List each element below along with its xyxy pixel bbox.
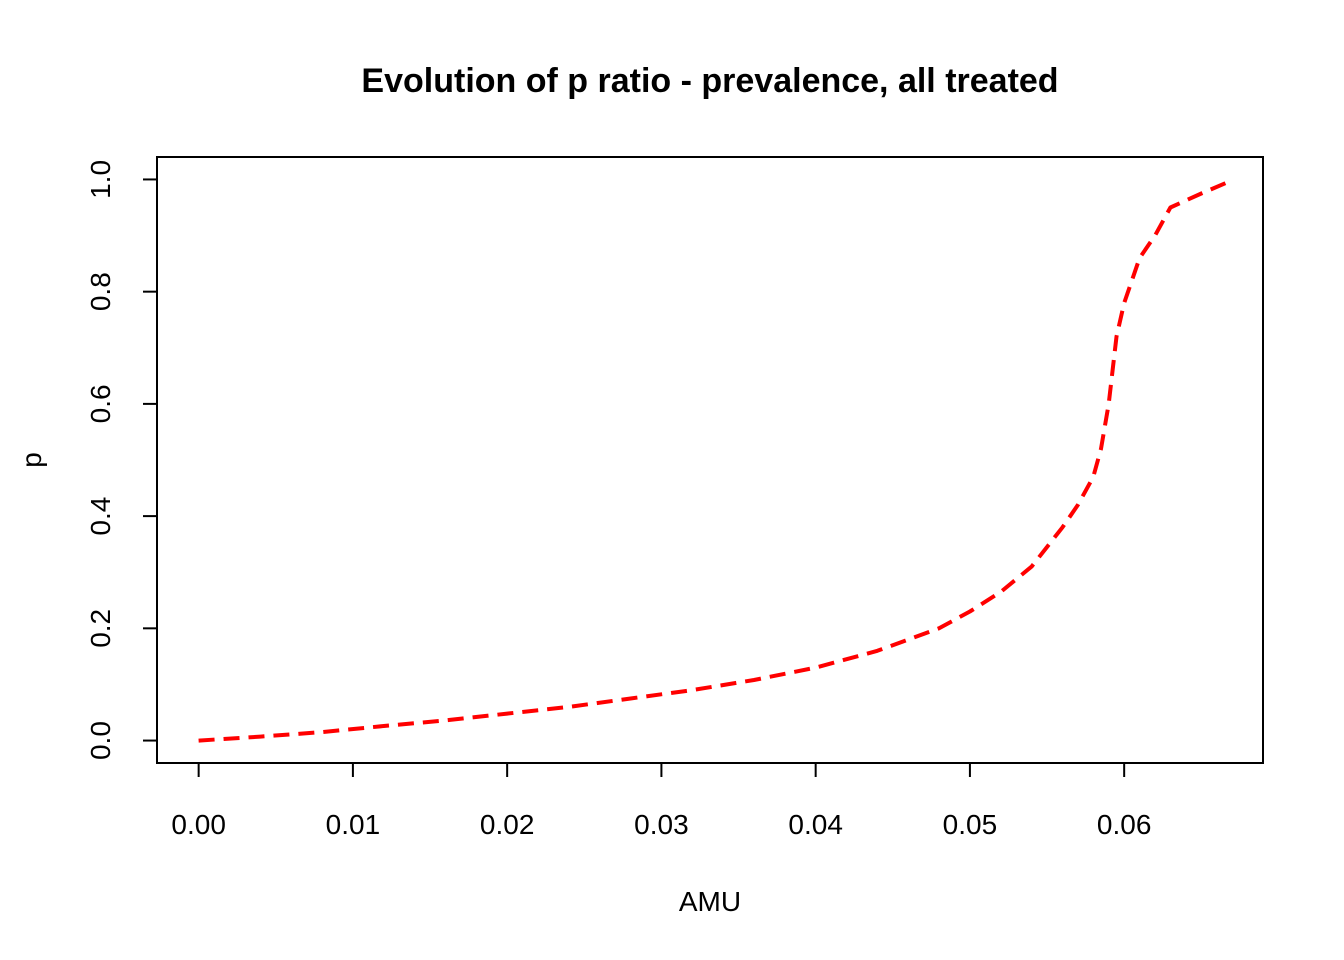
x-tick-label: 0.06 (1097, 809, 1152, 840)
x-tick-label: 0.05 (943, 809, 998, 840)
x-tick-label: 0.01 (326, 809, 381, 840)
x-tick-label: 0.02 (480, 809, 535, 840)
chart-title: Evolution of p ratio - prevalence, all t… (361, 62, 1058, 100)
x-tick-label: 0.04 (788, 809, 843, 840)
y-axis: 0.0 0.2 0.4 0.6 0.8 1.0 (85, 160, 157, 760)
series-layer (199, 182, 1228, 740)
y-tick-label: 0.0 (85, 721, 116, 760)
y-tick-label: 0.8 (85, 272, 116, 311)
y-tick-label: 0.2 (85, 609, 116, 648)
y-axis-label: p (16, 452, 47, 468)
y-tick-label: 0.6 (85, 384, 116, 423)
y-tick-label: 1.0 (85, 160, 116, 199)
x-tick-label: 0.00 (171, 809, 226, 840)
x-tick-label: 0.03 (634, 809, 689, 840)
series-line (199, 182, 1228, 740)
x-axis-label: AMU (679, 886, 741, 917)
y-tick-label: 0.4 (85, 497, 116, 536)
x-axis: 0.00 0.01 0.02 0.03 0.04 0.05 0.06 (171, 763, 1151, 840)
